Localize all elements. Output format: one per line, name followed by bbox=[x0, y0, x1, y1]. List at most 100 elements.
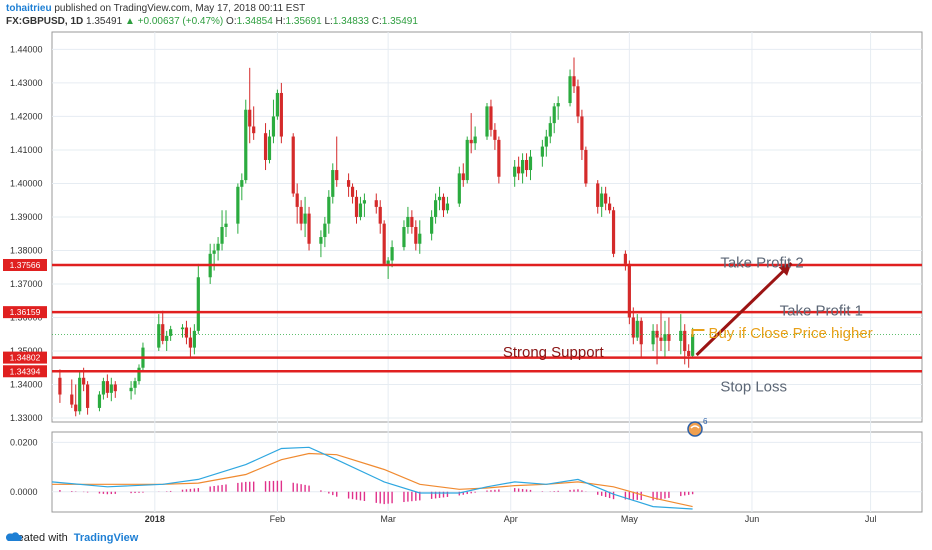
indicator-tick-label: 0.0000 bbox=[10, 487, 38, 497]
candle-body bbox=[70, 394, 74, 405]
candle-body bbox=[137, 367, 141, 382]
candle-body bbox=[457, 173, 461, 204]
footer: Created with TradingView bbox=[6, 532, 138, 544]
candle-body bbox=[224, 223, 228, 227]
candle-body bbox=[556, 103, 560, 107]
candle-body bbox=[263, 133, 268, 160]
candle-body bbox=[465, 139, 469, 181]
candle-body bbox=[659, 337, 663, 341]
candle-body bbox=[192, 330, 196, 348]
candle-body bbox=[220, 227, 224, 244]
price-tick-label: 1.34000 bbox=[10, 379, 43, 389]
candle-body bbox=[78, 377, 82, 412]
candle-body bbox=[441, 196, 446, 211]
candle-body bbox=[485, 106, 489, 137]
candle-body bbox=[346, 180, 351, 187]
candle-body bbox=[631, 317, 635, 338]
candle-body bbox=[623, 253, 628, 264]
tradingview-brand[interactable]: TradingView bbox=[73, 532, 139, 544]
price-change: +0.00637 (+0.47%) bbox=[137, 16, 224, 27]
candle-body bbox=[165, 335, 169, 341]
price-tick-label: 1.33000 bbox=[10, 413, 43, 423]
candle-body bbox=[74, 404, 78, 412]
level-tag-label: 1.34394 bbox=[10, 366, 41, 376]
candle-body bbox=[101, 381, 106, 395]
candle-body bbox=[382, 223, 386, 264]
candle-body bbox=[572, 76, 576, 87]
high-label: H: bbox=[275, 16, 286, 27]
candle-body bbox=[354, 196, 359, 217]
price-tick-label: 1.39000 bbox=[10, 212, 43, 222]
candle-body bbox=[327, 196, 331, 224]
level-tag bbox=[3, 351, 47, 364]
candle-body bbox=[437, 196, 442, 201]
candle-body bbox=[212, 250, 216, 254]
candle-body bbox=[663, 334, 667, 341]
candle-body bbox=[627, 263, 631, 318]
buy-condition-label: Buy if Close Price higher bbox=[708, 325, 872, 342]
candle-body bbox=[85, 384, 90, 408]
strong-support-label: Strong Support bbox=[503, 344, 605, 361]
time-tick-label: Mar bbox=[380, 514, 396, 524]
candle-body bbox=[528, 156, 533, 171]
candle-body bbox=[58, 377, 62, 395]
grid-lines bbox=[52, 32, 922, 512]
candle-body bbox=[607, 203, 612, 211]
tradingview-cloud-icon bbox=[6, 532, 22, 541]
open-value: 1.34854 bbox=[236, 16, 273, 27]
level-tag bbox=[3, 306, 47, 319]
candle-body bbox=[580, 116, 584, 150]
time-tick-label: 2018 bbox=[145, 514, 165, 524]
candle-body bbox=[651, 330, 655, 345]
candle-body bbox=[319, 237, 323, 244]
price-tick-label: 1.38000 bbox=[10, 245, 43, 255]
candle-body bbox=[430, 216, 434, 234]
author-name[interactable]: tohaitrieu bbox=[6, 3, 52, 14]
close-label: C: bbox=[371, 16, 382, 27]
candle-body bbox=[129, 387, 133, 392]
candle-body bbox=[517, 166, 521, 174]
candle-body bbox=[97, 394, 102, 408]
price-tick-label: 1.43000 bbox=[10, 78, 43, 88]
candle-body bbox=[248, 109, 252, 127]
candle-body bbox=[568, 76, 572, 104]
level-tag bbox=[3, 365, 47, 378]
candle-body bbox=[271, 116, 276, 137]
price-levels[interactable]: 1.37566 1.36159 1.34802 1.34394 bbox=[3, 258, 922, 378]
candle-body bbox=[169, 329, 173, 336]
candle-body bbox=[335, 170, 339, 181]
candle-body bbox=[161, 324, 165, 341]
symbol-label: FX:GBPUSD, 1D bbox=[6, 16, 84, 27]
price-tick-label: 1.44000 bbox=[10, 44, 43, 54]
candle-body bbox=[667, 334, 671, 341]
macd-indicator bbox=[51, 446, 694, 510]
candle-body bbox=[544, 136, 548, 147]
candle-body bbox=[240, 180, 244, 187]
annotations[interactable]: Take Profit 2 Take Profit 1 Buy if Close P… bbox=[503, 255, 873, 396]
candle-body bbox=[244, 109, 248, 181]
publish-line: tohaitrieu published on TradingView.com,… bbox=[6, 2, 418, 15]
trade-arrow-line bbox=[695, 262, 793, 357]
last-price: 1.35491 bbox=[86, 16, 123, 27]
candle-body bbox=[378, 206, 382, 224]
candle-body bbox=[133, 381, 137, 388]
high-value: 1.35691 bbox=[285, 16, 322, 27]
candle-body bbox=[323, 223, 327, 238]
candle-body bbox=[279, 92, 283, 137]
candle-body bbox=[611, 210, 616, 254]
take-profit-2-label: Take Profit 2 bbox=[720, 255, 803, 272]
candle-body bbox=[524, 159, 529, 171]
time-tick-label: Feb bbox=[270, 514, 286, 524]
candle-body bbox=[109, 384, 113, 393]
candle-body bbox=[188, 337, 193, 348]
candle-body bbox=[299, 206, 303, 224]
candle-body bbox=[584, 149, 588, 184]
created-with-text: Created with bbox=[6, 532, 68, 544]
candle-body bbox=[216, 243, 220, 251]
event-flag-icon[interactable]: 6 bbox=[687, 417, 708, 437]
candle-body bbox=[687, 350, 691, 356]
candle-body bbox=[180, 327, 185, 330]
candle-body bbox=[157, 324, 161, 348]
candle-body bbox=[82, 377, 86, 385]
